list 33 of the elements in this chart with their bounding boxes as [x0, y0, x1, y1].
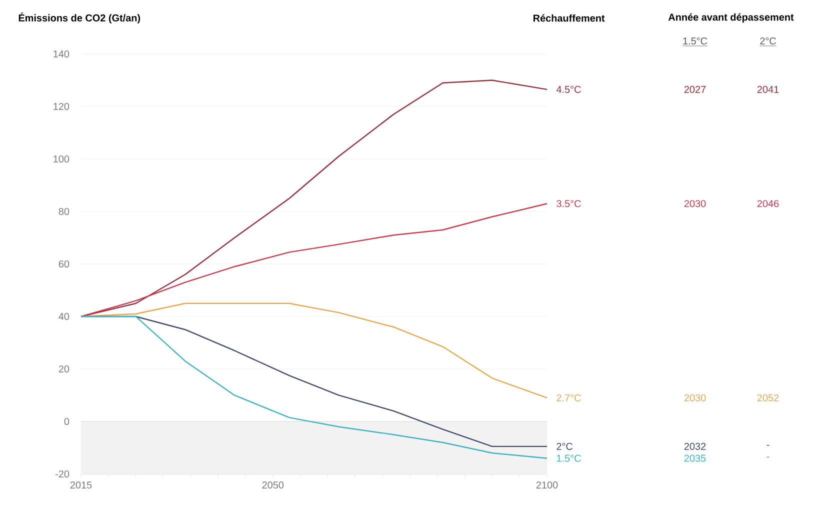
text: 2052: [757, 394, 779, 402]
text: -: [766, 444, 770, 446]
y-tick-label: 80: [58, 208, 70, 216]
text: 2030: [684, 394, 706, 402]
text: 2041: [757, 86, 779, 93]
y-axis-title: Émissions de CO2 (Gt/an): [18, 12, 140, 24]
y-tick-label: 140: [54, 50, 70, 58]
text: 2027: [684, 86, 706, 93]
line-series: [80, 203, 548, 318]
text: 1.5°C: [683, 37, 708, 45]
series-label: 1.5°C: [556, 454, 581, 462]
text: 2035: [684, 454, 706, 462]
text: Année avant dépassement: [668, 13, 794, 23]
text: 2°C: [760, 37, 776, 45]
y-tick-label: 40: [58, 312, 70, 320]
series-label: 4.5°C: [556, 86, 581, 93]
y-tick-label: 0: [64, 418, 70, 426]
y-tick-label: 60: [58, 260, 70, 268]
y-tick-label: -20: [56, 470, 70, 478]
text: -: [766, 456, 770, 458]
series-label: 2°C: [556, 442, 573, 450]
text: Réchauffement: [534, 14, 605, 22]
x-tick-label: 2015: [70, 482, 92, 489]
text: 2032: [684, 442, 706, 450]
series-label: 2.7°C: [556, 394, 581, 402]
text: 2030: [684, 200, 706, 208]
y-tick-label: 100: [54, 155, 70, 163]
x-tick-label: 2100: [536, 482, 558, 489]
y-tick-label: 20: [58, 365, 70, 373]
text: 2046: [757, 200, 779, 208]
series-label: 3.5°C: [556, 200, 581, 208]
y-tick-label: 120: [54, 102, 70, 110]
x-tick-label: 2050: [262, 482, 284, 489]
